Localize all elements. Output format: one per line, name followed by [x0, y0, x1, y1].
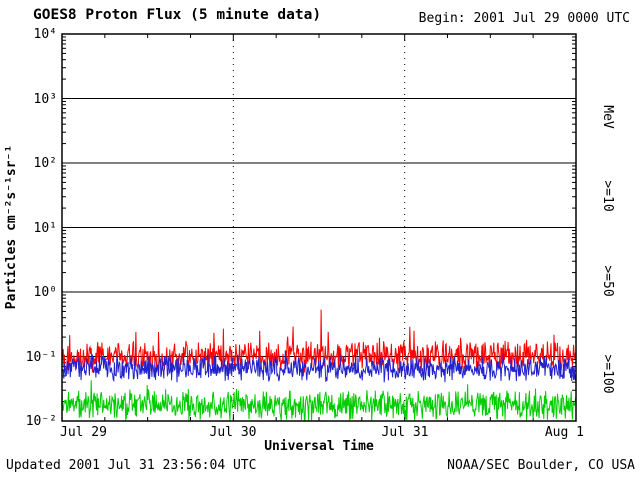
y-axis-label: Particles cm⁻²s⁻¹sr⁻¹ [4, 145, 19, 309]
y-tick-1e0: 10⁰ [34, 285, 57, 300]
legend-ge100: >=100 [600, 354, 615, 393]
chart-title: GOES8 Proton Flux (5 minute data) [33, 7, 321, 23]
y-tick-1e-1: 10⁻¹ [26, 350, 57, 365]
y-tick-1e4: 10⁴ [34, 27, 57, 42]
credit-label: NOAA/SEC Boulder, CO USA [447, 458, 635, 473]
x-tick-jul29: Jul 29 [60, 425, 107, 440]
legend-ge10: >=10 [600, 180, 615, 211]
y-tick-1e1: 10¹ [34, 221, 57, 236]
legend-ge50: >=50 [600, 265, 615, 296]
x-tick-aug1: Aug 1 [545, 425, 584, 440]
y-tick-1e3: 10³ [34, 92, 57, 107]
x-axis-label: Universal Time [264, 439, 374, 454]
plot-area [61, 33, 577, 422]
begin-label: Begin: 2001 Jul 29 0000 UTC [419, 11, 630, 26]
y-tick-1e-2: 10⁻² [26, 414, 57, 429]
legend-unit-mev: MeV [600, 105, 615, 129]
x-tick-jul31: Jul 31 [382, 425, 429, 440]
y-tick-1e2: 10² [34, 156, 57, 171]
updated-label: Updated 2001 Jul 31 23:56:04 UTC [6, 458, 256, 473]
x-tick-jul30: Jul 30 [210, 425, 257, 440]
